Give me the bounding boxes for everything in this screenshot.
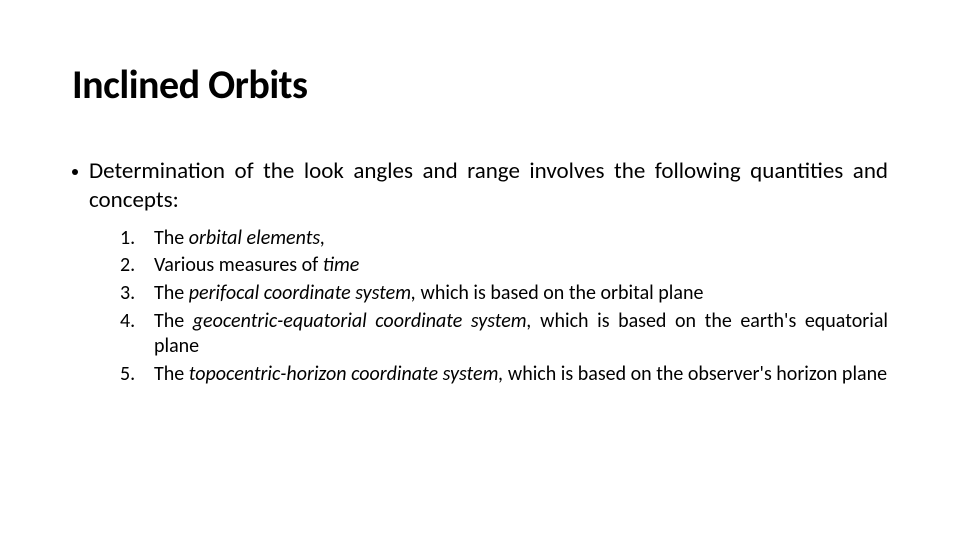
text-post: which is based on the observer's horizon…: [503, 362, 887, 386]
page-title: Inclined Orbits: [72, 60, 888, 109]
numbered-list: 1. The orbital elements, 2. Various meas…: [118, 226, 888, 388]
list-item: 4. The geocentric-equatorial coordinate …: [118, 309, 888, 360]
text-pre: The: [154, 281, 189, 305]
text-pre: Various measures of: [154, 253, 323, 277]
list-text: The topocentric-horizon coordinate syste…: [154, 362, 888, 388]
text-italic: orbital elements,: [189, 226, 325, 250]
bullet-dot-icon: [72, 169, 78, 175]
text-italic: perifocal coordinate system,: [189, 281, 416, 305]
text-italic: topocentric-horizon coordinate system,: [189, 362, 504, 386]
bullet-text: Determination of the look angles and ran…: [89, 157, 888, 216]
list-item: 3. The perifocal coordinate system, whic…: [118, 281, 888, 307]
text-post: which is based on the orbital plane: [416, 281, 703, 305]
slide: Inclined Orbits Determination of the loo…: [0, 0, 960, 540]
list-text: The orbital elements,: [154, 226, 888, 252]
list-item: 1. The orbital elements,: [118, 226, 888, 252]
list-text: The geocentric-equatorial coordinate sys…: [154, 309, 888, 360]
list-number: 1.: [118, 226, 154, 252]
text-pre: The: [154, 226, 189, 250]
text-pre: The: [154, 362, 189, 386]
list-item: 2. Various measures of time: [118, 253, 888, 279]
text-italic: geocentric-equatorial coordinate system,: [193, 309, 532, 333]
list-item: 5. The topocentric-horizon coordinate sy…: [118, 362, 888, 388]
list-number: 2.: [118, 253, 154, 279]
text-pre: The: [154, 309, 193, 333]
list-number: 3.: [118, 281, 154, 307]
list-text: The perifocal coordinate system, which i…: [154, 281, 888, 307]
text-italic: time: [323, 253, 360, 277]
bullet-item: Determination of the look angles and ran…: [72, 157, 888, 216]
list-number: 4.: [118, 309, 154, 335]
list-number: 5.: [118, 362, 154, 388]
list-text: Various measures of time: [154, 253, 888, 279]
